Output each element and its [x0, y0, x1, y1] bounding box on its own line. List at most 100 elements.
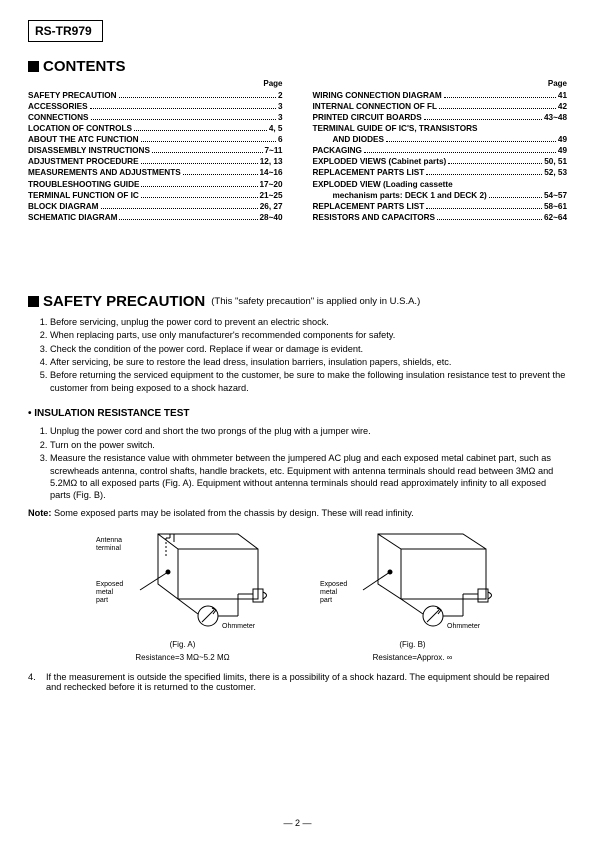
- toc-page: 26, 27: [260, 201, 283, 212]
- toc-label: mechanism parts: DECK 1 and DECK 2): [313, 190, 487, 201]
- toc-row: EXPLODED VIEW (Loading cassette: [313, 179, 568, 190]
- ohmmeter-label-b: Ohmmeter: [447, 623, 481, 630]
- toc-page: 58~61: [544, 201, 567, 212]
- toc-label: TERMINAL FUNCTION OF IC: [28, 190, 139, 201]
- toc-row: INTERNAL CONNECTION OF FL 42: [313, 101, 568, 112]
- toc-dots: [183, 174, 258, 175]
- toc-label: TERMINAL GUIDE OF IC'S, TRANSISTORS: [313, 123, 478, 134]
- toc-dots: [444, 97, 556, 98]
- figure-a-svg: Antennaterminal Exposedmetalpart Ohmmete…: [88, 524, 278, 634]
- toc-row: SCHEMATIC DIAGRAM 28~40: [28, 212, 283, 223]
- safety-subtitle: (This "safety precaution" is applied onl…: [211, 296, 420, 307]
- figure-b: Exposedmetalpart Ohmmeter (Fig. B) Resis…: [318, 524, 508, 662]
- toc-row: ACCESSORIES 3: [28, 101, 283, 112]
- toc-page: 17~20: [260, 179, 283, 190]
- square-icon: [28, 61, 39, 72]
- toc-label: TROUBLESHOOTING GUIDE: [28, 179, 139, 190]
- list-item: After servicing, be sure to restore the …: [50, 356, 567, 368]
- toc-label: BLOCK DIAGRAM: [28, 201, 99, 212]
- note-text: Some exposed parts may be isolated from …: [51, 508, 413, 518]
- toc-dots: [91, 119, 276, 120]
- figure-b-svg: Exposedmetalpart Ohmmeter: [318, 524, 508, 634]
- toc-label: WIRING CONNECTION DIAGRAM: [313, 90, 442, 101]
- figure-a-resistance: Resistance=3 MΩ~5.2 MΩ: [88, 653, 278, 662]
- toc-page: 28~40: [260, 212, 283, 223]
- paragraph-4: 4. If the measurement is outside the spe…: [28, 672, 567, 692]
- toc-page: 4, 5: [269, 123, 283, 134]
- list-item: When replacing parts, use only manufactu…: [50, 329, 567, 341]
- toc-label: SAFETY PRECAUTION: [28, 90, 117, 101]
- toc-row: SAFETY PRECAUTION 2: [28, 90, 283, 101]
- toc-page: 2: [278, 90, 283, 101]
- toc-page: 42: [558, 101, 567, 112]
- square-icon: [28, 296, 39, 307]
- antenna-label: Antennaterminal: [96, 537, 122, 552]
- toc-row: DISASSEMBLY INSTRUCTIONS 7~11: [28, 145, 283, 156]
- toc-row: EXPLODED VIEWS (Cabinet parts)50, 51: [313, 156, 568, 167]
- toc-label: DISASSEMBLY INSTRUCTIONS: [28, 145, 150, 156]
- toc-label: CONNECTIONS: [28, 112, 89, 123]
- toc-label: ADJUSTMENT PROCEDURE: [28, 156, 139, 167]
- figure-b-resistance: Resistance=Approx. ∞: [318, 653, 508, 662]
- toc-row: ADJUSTMENT PROCEDURE 12, 13: [28, 156, 283, 167]
- toc-page: 52, 53: [544, 167, 567, 178]
- toc-page: 49: [558, 145, 567, 156]
- toc-label: PRINTED CIRCUIT BOARDS: [313, 112, 422, 123]
- toc-row: PRINTED CIRCUIT BOARDS43~48: [313, 112, 568, 123]
- model-number: RS-TR979: [28, 20, 103, 42]
- toc-right: Page WIRING CONNECTION DIAGRAM41INTERNAL…: [313, 79, 568, 223]
- contents-heading: CONTENTS: [28, 58, 567, 75]
- figure-a-caption: (Fig. A): [88, 640, 278, 649]
- toc-label: LOCATION OF CONTROLS: [28, 123, 132, 134]
- contents-title-text: CONTENTS: [43, 58, 126, 75]
- toc-label: INTERNAL CONNECTION OF FL: [313, 101, 437, 112]
- toc-row: AND DIODES 49: [313, 134, 568, 145]
- toc-label: SCHEMATIC DIAGRAM: [28, 212, 117, 223]
- toc-dots: [152, 152, 263, 153]
- toc-page: 14~16: [260, 167, 283, 178]
- toc-dots: [141, 163, 258, 164]
- toc-row: CONNECTIONS3: [28, 112, 283, 123]
- insulation-heading: • INSULATION RESISTANCE TEST: [28, 408, 567, 419]
- toc-label: EXPLODED VIEWS (Cabinet parts): [313, 156, 447, 167]
- ohmmeter-label-a: Ohmmeter: [222, 623, 256, 630]
- toc-dots: [119, 97, 276, 98]
- toc-label: RESISTORS AND CAPACITORS: [313, 212, 436, 223]
- figure-b-caption: (Fig. B): [318, 640, 508, 649]
- insulation-list: Unplug the power cord and short the two …: [28, 425, 567, 502]
- page-header-left: Page: [28, 79, 283, 88]
- toc-row: TROUBLESHOOTING GUIDE 17~20: [28, 179, 283, 190]
- toc-page: 3: [278, 101, 283, 112]
- exposed-label-b: Exposedmetalpart: [320, 581, 347, 604]
- toc-dots: [141, 141, 276, 142]
- safety-heading: SAFETY PRECAUTION (This "safety precauti…: [28, 293, 567, 310]
- toc-dots: [439, 108, 556, 109]
- note-line: Note: Some exposed parts may be isolated…: [28, 508, 567, 518]
- toc-page: 6: [278, 134, 283, 145]
- toc-dots: [426, 174, 542, 175]
- list-item: Turn on the power switch.: [50, 439, 567, 451]
- toc-label: REPLACEMENT PARTS LIST: [313, 201, 425, 212]
- toc-label: ABOUT THE ATC FUNCTION: [28, 134, 139, 145]
- toc-dots: [424, 119, 542, 120]
- toc-row: PACKAGING 49: [313, 145, 568, 156]
- toc-page: 7~11: [265, 145, 283, 156]
- toc-label: PACKAGING: [313, 145, 362, 156]
- toc-label: AND DIODES: [313, 134, 384, 145]
- list-item: Measure the resistance value with ohmmet…: [50, 452, 567, 502]
- toc-page: 49: [558, 134, 567, 145]
- toc-dots: [101, 208, 258, 209]
- toc-left: Page SAFETY PRECAUTION2ACCESSORIES3CONNE…: [28, 79, 283, 223]
- para4-number: 4.: [28, 672, 46, 692]
- toc-dots: [119, 219, 257, 220]
- toc-row: TERMINAL GUIDE OF IC'S, TRANSISTORS: [313, 123, 568, 134]
- toc-label: ACCESSORIES: [28, 101, 88, 112]
- toc-page: 12, 13: [260, 156, 283, 167]
- toc-label: REPLACEMENT PARTS LIST: [313, 167, 425, 178]
- toc-row: TERMINAL FUNCTION OF IC21~25: [28, 190, 283, 201]
- toc-label: EXPLODED VIEW (Loading cassette: [313, 179, 453, 190]
- toc-dots: [448, 163, 542, 164]
- list-item: Unplug the power cord and short the two …: [50, 425, 567, 437]
- toc-row: REPLACEMENT PARTS LIST 52, 53: [313, 167, 568, 178]
- toc-row: REPLACEMENT PARTS LIST 58~61: [313, 201, 568, 212]
